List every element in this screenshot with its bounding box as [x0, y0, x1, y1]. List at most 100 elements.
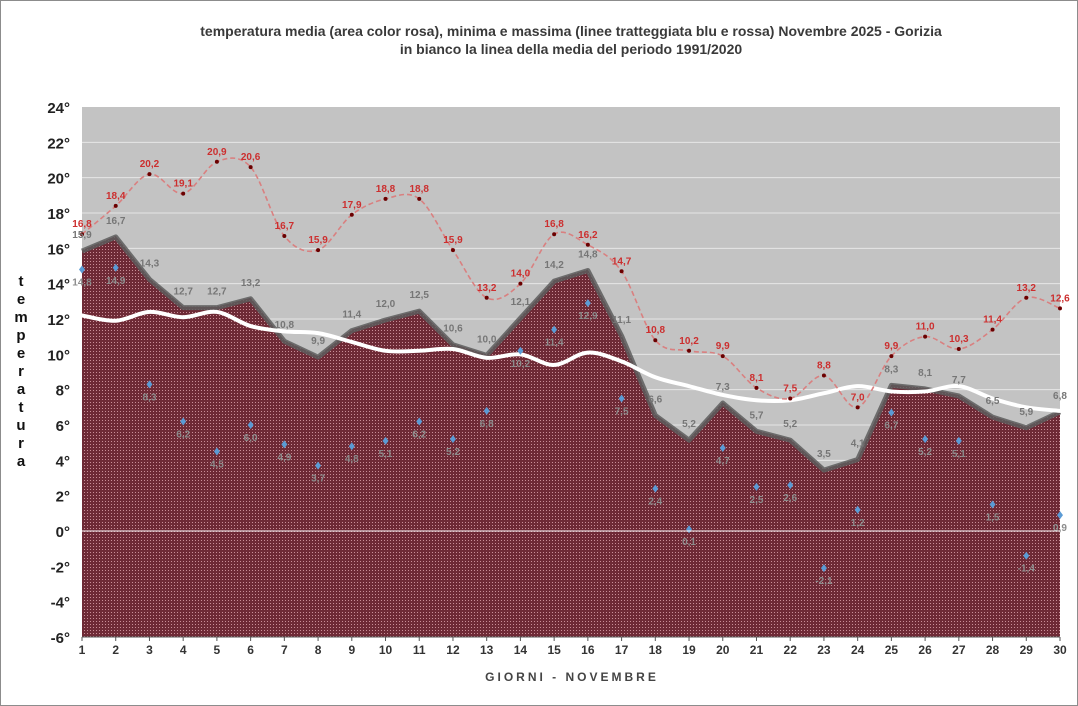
- x-tick-label: 25: [885, 643, 899, 657]
- min-point: [382, 436, 389, 445]
- min-label: 7,5: [615, 407, 629, 418]
- mean-label: 9,9: [311, 336, 325, 347]
- max-point: [990, 327, 995, 332]
- min-point: [854, 505, 861, 514]
- x-tick-label: 24: [851, 643, 865, 657]
- min-label: 2,5: [750, 495, 764, 506]
- max-label: 17,9: [342, 200, 362, 211]
- y-tick-label: 14°: [47, 277, 70, 294]
- max-label: 16,7: [275, 221, 295, 232]
- max-label: 12,6: [1050, 293, 1070, 304]
- mean-label: 14,8: [578, 250, 598, 261]
- min-marker-layer: 14,8 14,9 8,3 6,2 4,5 6,0 4,9 3,7 4,8 5,1 6,2 5,2 6,…: [72, 263, 1067, 587]
- max-label: 7,5: [783, 384, 797, 395]
- max-label: 20,9: [207, 147, 227, 158]
- min-label: -1,4: [1018, 564, 1036, 575]
- x-tick-label: 9: [348, 643, 355, 657]
- max-label: 19,1: [173, 179, 193, 190]
- x-tick-label: 20: [716, 643, 730, 657]
- mean-label: 6,6: [648, 394, 662, 405]
- min-point: [281, 440, 288, 449]
- y-tick-label: -4°: [51, 595, 70, 612]
- y-axis-label-letter: e: [16, 345, 26, 362]
- max-point: [754, 385, 759, 390]
- max-point: [1024, 295, 1029, 300]
- min-point: [1023, 551, 1030, 560]
- y-axis-label-letter: a: [16, 381, 26, 398]
- max-point: [181, 191, 186, 196]
- x-tick-label: 27: [952, 643, 966, 657]
- max-label: 13,2: [477, 283, 497, 294]
- max-point: [821, 373, 826, 378]
- mean-label: 6,8: [1053, 391, 1067, 402]
- min-point: [820, 564, 827, 573]
- max-label: 14,0: [511, 269, 531, 280]
- max-label: 13,2: [1017, 283, 1037, 294]
- min-point: [180, 417, 187, 426]
- min-point: [315, 461, 322, 470]
- mean-label: 12,7: [207, 287, 227, 298]
- mean-label: 8,3: [884, 364, 898, 375]
- min-point: [584, 299, 591, 308]
- min-label: 6,7: [884, 421, 898, 432]
- mean-label: 5,2: [682, 419, 696, 430]
- max-label: 14,7: [612, 256, 632, 267]
- x-tick-label: 6: [247, 643, 254, 657]
- x-tick-label: 19: [682, 643, 696, 657]
- mean-label: 13,2: [241, 278, 261, 289]
- min-label: 11,4: [545, 338, 564, 349]
- x-tick-label: 1: [79, 643, 86, 657]
- max-point: [417, 196, 422, 201]
- mean-label: 12,0: [376, 299, 396, 310]
- max-point: [450, 248, 455, 253]
- y-axis-label-letter: a: [16, 453, 26, 470]
- mean-label: 5,2: [783, 419, 797, 430]
- max-line-layer: 16,8 18,4 20,2 19,1 20,9 20,6 16,7 15,9 17,9 18,8…: [72, 147, 1070, 410]
- min-point: [753, 482, 760, 491]
- x-tick-label: 29: [1020, 643, 1034, 657]
- y-tick-label: 8°: [56, 383, 70, 400]
- x-tick-label: 17: [615, 643, 629, 657]
- max-label: 15,9: [443, 235, 463, 246]
- min-label: 6,2: [176, 429, 190, 440]
- mean-label: 12,7: [173, 287, 193, 298]
- x-tick-label: 26: [918, 643, 932, 657]
- min-point: [146, 380, 153, 389]
- max-point: [619, 269, 624, 274]
- y-axis-label-letter: t: [18, 399, 24, 416]
- max-label: 11,0: [916, 322, 935, 333]
- max-point: [1058, 306, 1062, 311]
- min-label: 2,4: [648, 497, 662, 508]
- y-axis-label-letter: r: [18, 363, 24, 380]
- mean-label: 5,9: [1019, 407, 1033, 418]
- x-tick-label: 22: [784, 643, 798, 657]
- normal-line: [80, 309, 1062, 413]
- min-label: 2,6: [783, 493, 797, 504]
- min-label: 4,8: [345, 454, 359, 465]
- max-label: 10,8: [646, 325, 666, 336]
- min-label: 1,2: [851, 518, 865, 529]
- max-point: [147, 172, 152, 177]
- min-label: 6,0: [244, 433, 258, 444]
- min-point: [922, 435, 929, 444]
- max-label: 16,8: [72, 219, 92, 230]
- normal-line-layer: [80, 309, 1062, 413]
- axis-layer: -6° -4° -2° 0° 2° 4° 6° 8° 10° 12° 14° 16° 18° 20° 22°…: [47, 100, 1067, 657]
- min-point: [618, 394, 625, 403]
- mean-label: 12,5: [410, 290, 430, 301]
- mean-label: 14,3: [140, 258, 160, 269]
- mean-label: 12,1: [511, 297, 531, 308]
- mean-label: 10,6: [443, 324, 463, 335]
- y-axis-label-letter: e: [16, 291, 26, 308]
- x-tick-label: 2: [112, 643, 119, 657]
- max-point: [282, 233, 287, 238]
- min-label: -2,1: [815, 576, 833, 587]
- max-point: [484, 295, 489, 300]
- max-label: 10,3: [949, 334, 969, 345]
- x-tick-label: 12: [446, 643, 460, 657]
- y-axis-label-letter: p: [16, 327, 26, 344]
- mean-label: 11,1: [612, 315, 631, 326]
- max-point: [518, 281, 523, 286]
- mean-area: [82, 235, 1060, 637]
